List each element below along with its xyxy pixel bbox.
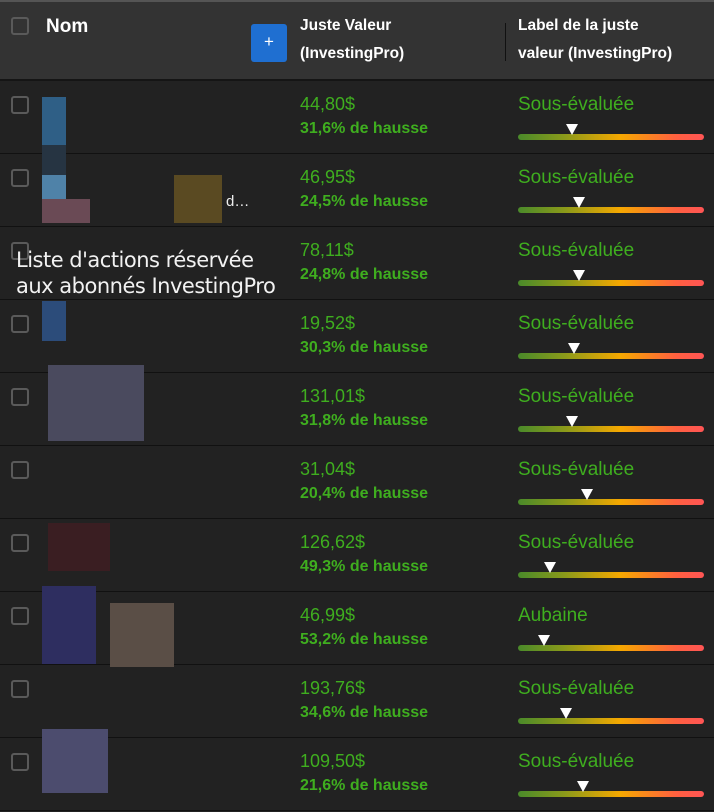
table-row[interactable]: 193,76$ 34,6% de hausse Sous-évaluée (0, 665, 714, 738)
fair-value-price: 46,95$ (300, 167, 356, 187)
fair-value-label: Sous-évaluée (518, 313, 635, 334)
fair-value-header-line1: Juste Valeur (300, 17, 392, 34)
valuation-gauge (518, 197, 704, 213)
row-checkbox[interactable] (11, 534, 29, 552)
fair-value-label: Sous-évaluée (518, 94, 635, 115)
fair-value-price: 109,50$ (300, 751, 366, 771)
fair-value-label: Sous-évaluée (518, 459, 635, 480)
table-row[interactable]: 44,80$ 31,6% de hausse Sous-évaluée (0, 81, 714, 154)
upside-percent: 24,8% de hausse (300, 266, 429, 283)
valuation-gauge (518, 343, 704, 359)
fair-value-price: 131,01$ (300, 386, 366, 406)
table-row[interactable]: 131,01$ 31,8% de hausse Sous-évaluée (0, 373, 714, 446)
upside-percent: 24,5% de hausse (300, 193, 429, 210)
row-checkbox[interactable] (11, 388, 29, 406)
valuation-gauge (518, 562, 704, 578)
valuation-gauge (518, 781, 704, 797)
row-checkbox[interactable] (11, 680, 29, 698)
table-row[interactable]: 19,52$ 30,3% de hausse Sous-évaluée (0, 300, 714, 373)
fair-value-price: 193,76$ (300, 678, 366, 698)
add-column-button[interactable]: + (251, 24, 287, 62)
row-checkbox[interactable] (11, 607, 29, 625)
gauge-marker-icon (565, 416, 578, 427)
upside-percent: 31,6% de hausse (300, 120, 429, 137)
table-row[interactable]: 31,04$ 20,4% de hausse Sous-évaluée (0, 446, 714, 519)
fair-value-label: Sous-évaluée (518, 167, 635, 188)
table-row[interactable]: 46,95$ 24,5% de hausse Sous-évaluée (0, 154, 714, 227)
gauge-marker-icon (538, 635, 551, 646)
fair-value-price: 78,11$ (300, 240, 354, 260)
fair-value-header-line2: (InvestingPro) (300, 45, 405, 62)
fair-value-label: Sous-évaluée (518, 240, 635, 261)
upside-percent: 21,6% de hausse (300, 777, 429, 794)
fair-value-label: Sous-évaluée (518, 386, 635, 407)
row-checkbox[interactable] (11, 753, 29, 771)
column-header-fair-value[interactable]: Juste Valeur (InvestingPro) (300, 12, 404, 68)
row-checkbox[interactable] (11, 315, 29, 333)
gauge-marker-icon (580, 489, 593, 500)
row-checkbox[interactable] (11, 169, 29, 187)
fair-value-label: Sous-évaluée (518, 751, 635, 772)
gauge-marker-icon (573, 197, 586, 208)
gauge-marker-icon (565, 124, 578, 135)
gauge-marker-icon (573, 270, 586, 281)
upside-percent: 53,2% de hausse (300, 631, 429, 648)
valuation-gauge (518, 635, 704, 651)
row-checkbox[interactable] (11, 461, 29, 479)
gauge-marker-icon (560, 708, 573, 719)
top-border (0, 0, 714, 2)
locked-list-message: Liste d'actions réservée aux abonnés Inv… (16, 248, 276, 298)
upside-percent: 20,4% de hausse (300, 485, 429, 502)
valuation-gauge (518, 416, 704, 432)
table-row[interactable]: 109,50$ 21,6% de hausse Sous-évaluée (0, 738, 714, 811)
valuation-gauge (518, 489, 704, 505)
upside-percent: 49,3% de hausse (300, 558, 429, 575)
fair-value-price: 31,04$ (300, 459, 356, 479)
gauge-marker-icon (577, 781, 590, 792)
column-header-name[interactable]: Nom (46, 16, 89, 37)
row-checkbox[interactable] (11, 96, 29, 114)
gauge-marker-icon (543, 562, 556, 573)
fv-label-header-line1: Label de la juste (518, 17, 639, 34)
fair-value-price: 126,62$ (300, 532, 366, 552)
table-row[interactable]: 126,62$ 49,3% de hausse Sous-évaluée (0, 519, 714, 592)
fair-value-label: Sous-évaluée (518, 678, 635, 699)
table-header: Nom + Juste Valeur (InvestingPro) Label … (0, 2, 714, 81)
valuation-gauge (518, 124, 704, 140)
select-all-checkbox[interactable] (11, 17, 29, 35)
upside-percent: 30,3% de hausse (300, 339, 429, 356)
truncated-stock-name: d… (226, 193, 250, 210)
fair-value-price: 44,80$ (300, 94, 356, 114)
row-checkbox[interactable] (11, 242, 29, 260)
valuation-gauge (518, 708, 704, 724)
column-header-fair-value-label[interactable]: Label de la juste valeur (InvestingPro) (518, 12, 672, 68)
fair-value-price: 46,99$ (300, 605, 356, 625)
valuation-gauge (518, 270, 704, 286)
upside-percent: 34,6% de hausse (300, 704, 429, 721)
table-row[interactable]: 78,11$ 24,8% de hausse Sous-évaluée (0, 227, 714, 300)
column-resize-handle[interactable] (505, 23, 506, 61)
fv-label-header-line2: valeur (InvestingPro) (518, 45, 673, 62)
fair-value-price: 19,52$ (300, 313, 356, 333)
fair-value-label: Aubaine (518, 605, 588, 626)
table-row[interactable]: 46,99$ 53,2% de hausse Aubaine (0, 592, 714, 665)
fair-value-label: Sous-évaluée (518, 532, 635, 553)
upside-percent: 31,8% de hausse (300, 412, 429, 429)
gauge-marker-icon (567, 343, 580, 354)
